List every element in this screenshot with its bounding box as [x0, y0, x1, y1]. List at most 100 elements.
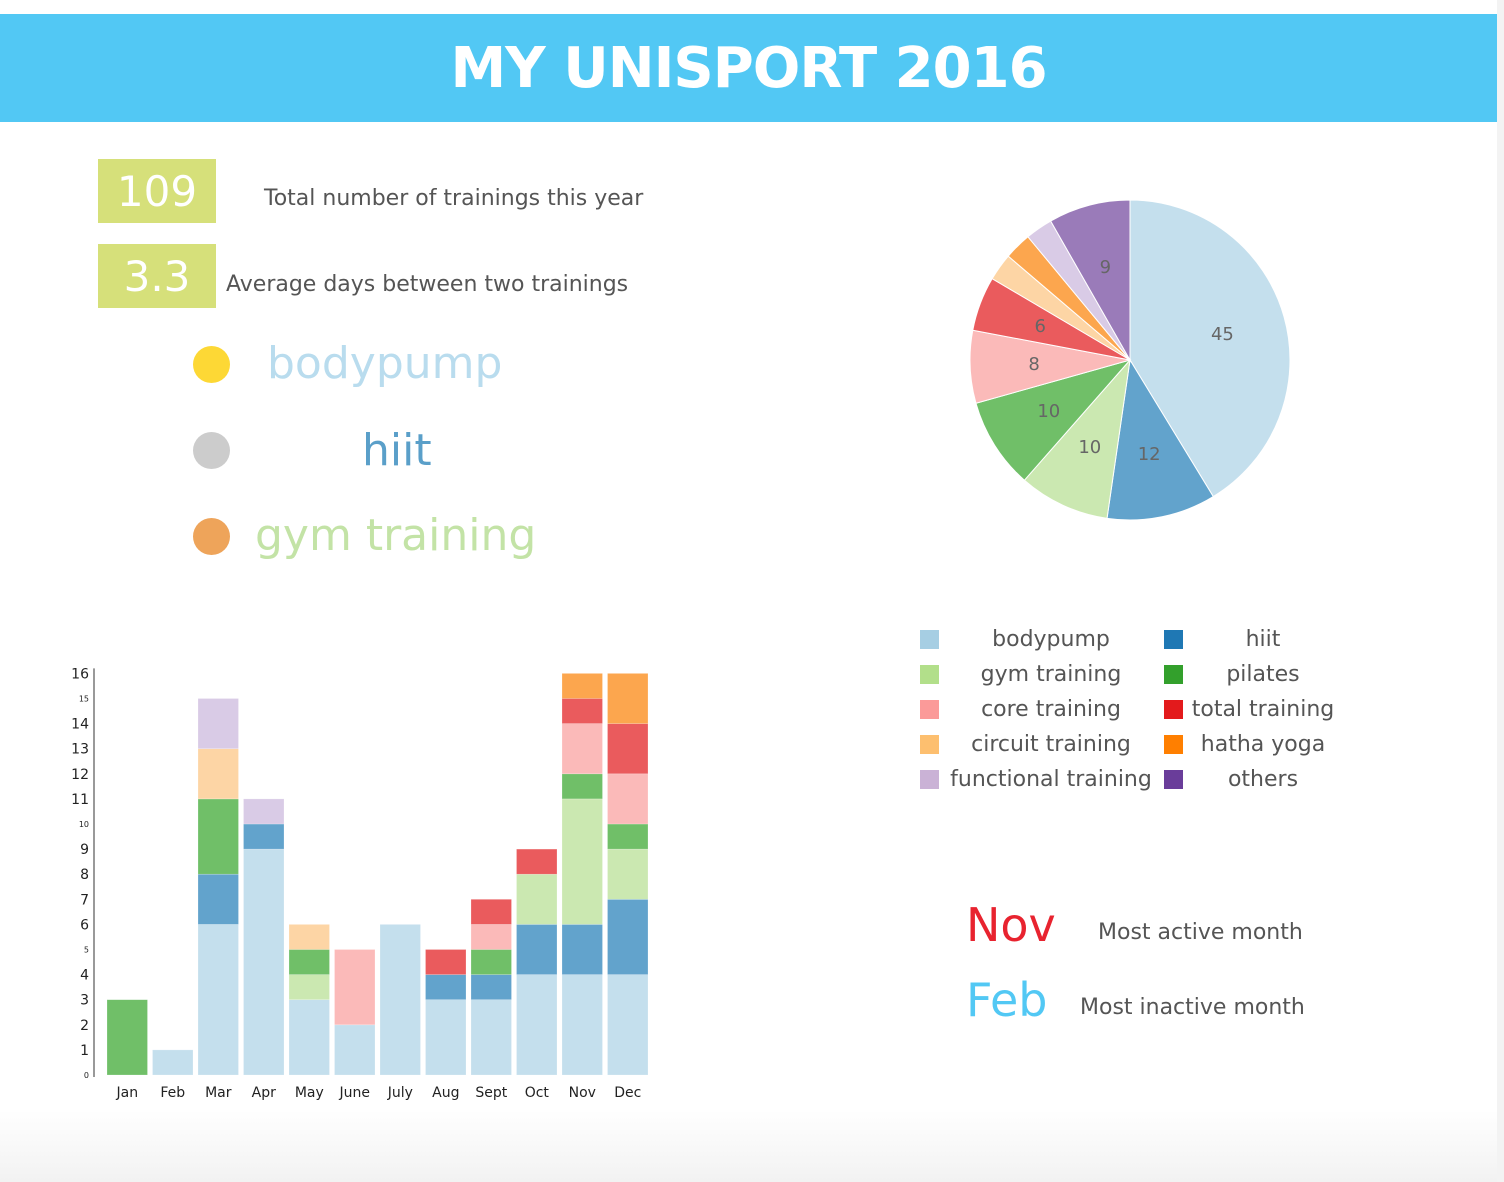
most-active-month-label: Most active month	[1098, 920, 1303, 945]
bar-segment-oct-total-training	[516, 848, 558, 875]
x-tick-label: Nov	[569, 1085, 596, 1101]
legend: bodypump hiit gym training pilates core …	[918, 622, 1348, 802]
x-tick-label: Dec	[614, 1085, 641, 1101]
y-tick-label: 11	[71, 792, 89, 808]
x-tick-label: July	[387, 1085, 413, 1101]
pie-slice-bodypump	[1129, 199, 1291, 498]
legend-label: total training	[1191, 697, 1335, 722]
y-tick-label: 7	[80, 892, 89, 908]
pie-data-label: 45	[1211, 324, 1234, 345]
bar-segment-dec-total-training	[607, 723, 649, 775]
bar-segment-may-gym-training	[288, 974, 330, 1001]
pie-data-label: 8	[1028, 354, 1039, 375]
legend-item-hatha-yoga: hatha yoga	[1164, 727, 1343, 762]
x-tick-label: Apr	[252, 1085, 276, 1101]
legend-swatch	[1164, 630, 1183, 649]
average-days-label: Average days between two trainings	[226, 272, 629, 297]
pie-slice-gym-training	[1023, 358, 1131, 519]
legend-item-functional-training: functional training	[920, 762, 1163, 797]
top-strip	[0, 0, 1504, 14]
bar-segment-mar-functional-training	[197, 698, 239, 750]
y-tick-label: 2	[80, 1018, 89, 1034]
legend-item-bodypump: bodypump	[920, 622, 1163, 657]
top-activity-1-label: bodypump	[267, 338, 503, 389]
legend-swatch	[920, 735, 939, 754]
bar-segment-apr-hiit	[243, 823, 285, 850]
y-tick-label: 16	[71, 666, 89, 682]
x-tick-label: Mar	[205, 1085, 232, 1101]
bar-segment-sept-hiit	[470, 974, 512, 1001]
y-tick-label: 15	[79, 695, 89, 704]
bar-segment-june-core-training	[334, 949, 376, 1026]
bar-segment-aug-hiit	[425, 974, 467, 1001]
bar-segment-dec-hiit	[607, 899, 649, 975]
legend-item-gym-training: gym training	[920, 657, 1163, 692]
bar-segment-apr-functional-training	[243, 798, 285, 825]
bar-segment-nov-gym-training	[561, 798, 603, 925]
bar-segment-jan-pilates	[106, 999, 148, 1076]
y-tick-label: 3	[80, 993, 89, 1009]
bar-segment-oct-hiit	[516, 924, 558, 975]
legend-item-pilates: pilates	[1164, 657, 1343, 692]
bar-segment-sept-pilates	[470, 949, 512, 975]
bar-segment-sept-total-training	[470, 899, 512, 925]
bar-segment-may-circuit-training	[288, 924, 330, 950]
x-tick-label: Aug	[432, 1085, 459, 1101]
legend-label: functional training	[950, 767, 1152, 792]
legend-swatch	[1164, 770, 1183, 789]
top-activity-1-dot	[193, 346, 230, 383]
legend-swatch	[920, 665, 939, 684]
y-tick-label: 4	[80, 968, 89, 984]
legend-item-others: others	[1164, 762, 1343, 797]
y-tick-label: 12	[71, 767, 89, 783]
legend-label: pilates	[1226, 662, 1300, 687]
bar-segment-nov-total-training	[561, 698, 603, 724]
bar-segment-nov-core-training	[561, 723, 603, 775]
x-tick-label: Feb	[160, 1085, 185, 1101]
legend-label: bodypump	[992, 627, 1110, 652]
y-tick-label: 8	[80, 867, 89, 883]
bar-segment-dec-core-training	[607, 773, 649, 825]
most-inactive-month-label: Most inactive month	[1080, 995, 1305, 1020]
legend-item-core-training: core training	[920, 692, 1163, 727]
y-tick-label: 1	[80, 1043, 89, 1059]
legend-item-hiit: hiit	[1164, 622, 1343, 657]
x-tick-label: Jan	[116, 1085, 139, 1101]
total-trainings-value: 109	[98, 159, 216, 223]
legend-label: circuit training	[971, 732, 1131, 757]
bar-segment-oct-bodypump	[516, 974, 558, 1076]
legend-swatch	[1164, 700, 1183, 719]
bar-segment-dec-pilates	[607, 823, 649, 850]
most-inactive-month-value: Feb	[966, 973, 1048, 1027]
y-tick-label: 14	[71, 717, 89, 733]
bar-segment-may-bodypump	[288, 999, 330, 1076]
total-trainings-label: Total number of trainings this year	[264, 186, 644, 211]
x-tick-label: Oct	[525, 1085, 550, 1101]
bar-segment-july-bodypump	[379, 924, 421, 1076]
y-tick-label: 0	[84, 1071, 89, 1080]
bar-segment-mar-hiit	[197, 873, 239, 925]
bar-segment-dec-hatha-yoga	[607, 673, 649, 724]
legend-label: others	[1227, 767, 1299, 792]
pie-data-label: 9	[1100, 257, 1111, 278]
bar-segment-apr-bodypump	[243, 848, 285, 1076]
bar-segment-sept-bodypump	[470, 999, 512, 1076]
page-title: MY UNISPORT 2016	[450, 35, 1047, 101]
top-activity-2-dot	[193, 432, 230, 469]
bottom-fade	[0, 1110, 1497, 1182]
top-activity-2-label: hiit	[362, 425, 432, 476]
x-tick-label: Sept	[475, 1085, 507, 1101]
bar-segment-mar-bodypump	[197, 924, 239, 1076]
legend-label: gym training	[980, 662, 1122, 687]
pie-data-label: 6	[1034, 316, 1045, 337]
y-tick-label: 9	[80, 842, 89, 858]
pie-chart: 45 12 10 10 8 6 9	[969, 199, 1291, 521]
pie-slice-others	[1049, 199, 1131, 362]
bar-segment-nov-hatha-yoga	[561, 673, 603, 699]
bar-segment-mar-circuit-training	[197, 748, 239, 800]
bar-segment-feb-bodypump	[152, 1049, 194, 1076]
y-tick-label: 6	[80, 917, 89, 933]
legend-swatch	[1164, 735, 1183, 754]
bar-segment-nov-hiit	[561, 924, 603, 975]
legend-item-total-training: total training	[1164, 692, 1343, 727]
